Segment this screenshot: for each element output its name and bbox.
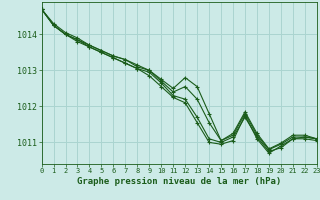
X-axis label: Graphe pression niveau de la mer (hPa): Graphe pression niveau de la mer (hPa) xyxy=(77,177,281,186)
